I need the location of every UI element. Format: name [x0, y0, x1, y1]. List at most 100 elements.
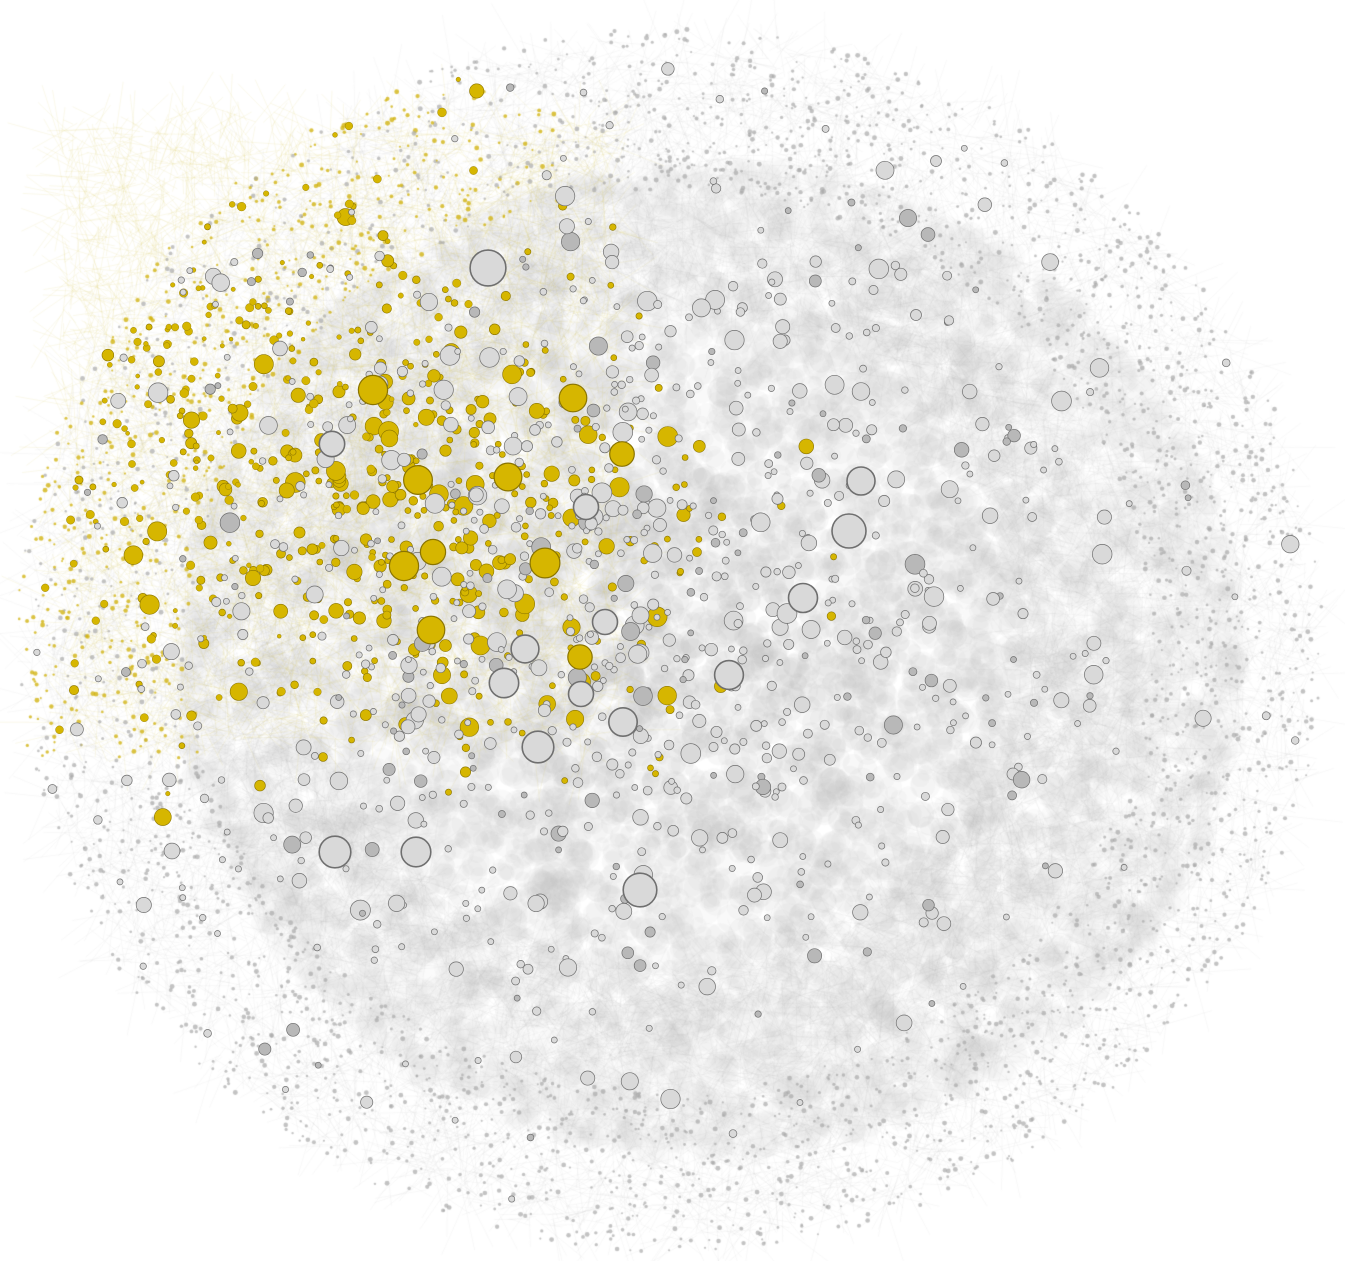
yellow-node	[344, 199, 354, 209]
grey-node	[738, 528, 748, 538]
yellow-node	[192, 442, 200, 450]
grey-hub-node	[591, 608, 619, 636]
grey-node	[711, 183, 722, 194]
grey-node	[467, 414, 475, 422]
yellow-node	[450, 299, 459, 307]
yellow-node	[454, 536, 462, 543]
yellow-node	[190, 492, 200, 502]
yellow-node	[368, 553, 376, 561]
grey-node	[479, 347, 500, 368]
yellow-node	[455, 477, 463, 485]
grey-node	[1022, 496, 1030, 504]
yellow-node	[158, 437, 166, 444]
yellow-node	[523, 471, 531, 478]
yellow-node	[249, 298, 257, 306]
grey-node	[637, 290, 658, 312]
grey-node	[297, 267, 307, 278]
grey-node	[584, 792, 600, 808]
grey-node	[739, 737, 748, 746]
yellow-node	[309, 274, 315, 280]
grey-node	[617, 575, 635, 592]
yellow-node	[309, 657, 317, 665]
grey-node	[731, 422, 746, 437]
yellow-node	[255, 592, 263, 600]
yellow-node	[250, 657, 260, 667]
grey-node	[941, 802, 955, 817]
grey-node	[752, 872, 763, 883]
grey-node	[544, 587, 554, 597]
yellow-node	[469, 166, 478, 175]
grey-node	[920, 227, 936, 242]
yellow-node	[101, 397, 108, 404]
grey-node	[819, 719, 830, 730]
grey-node	[878, 842, 886, 850]
yellow-node	[204, 223, 211, 231]
grey-node	[186, 267, 194, 274]
grey-node	[540, 339, 549, 348]
grey-node	[752, 582, 760, 590]
grey-node	[823, 753, 836, 766]
grey-node	[414, 774, 428, 788]
yellow-node	[635, 312, 643, 320]
grey-node	[1030, 441, 1038, 448]
grey-node	[374, 537, 381, 545]
grey-node	[170, 709, 182, 720]
grey-node	[923, 574, 935, 585]
grey-node	[801, 652, 809, 660]
grey-node	[234, 865, 242, 873]
grey-node	[605, 121, 614, 130]
grey-node	[603, 404, 611, 412]
yellow-node	[194, 459, 199, 465]
grey-node	[819, 410, 827, 418]
grey-node	[737, 655, 747, 665]
grey-node	[710, 772, 717, 779]
yellow-node	[128, 460, 136, 468]
grey-node	[734, 379, 742, 387]
yellow-node	[252, 322, 259, 329]
grey-node	[924, 673, 939, 688]
yellow-node	[504, 718, 512, 726]
grey-node	[868, 399, 876, 406]
yellow-node	[665, 705, 675, 714]
grey-node	[752, 428, 761, 437]
yellow-node	[74, 475, 84, 485]
grey-node	[555, 846, 562, 854]
grey-node	[645, 623, 653, 631]
yellow-hub-node	[493, 462, 523, 492]
grey-node	[454, 657, 461, 665]
grey-node	[910, 583, 920, 593]
grey-node	[677, 981, 685, 989]
grey-node	[1015, 577, 1023, 585]
grey-node	[751, 782, 760, 791]
grey-node	[374, 250, 385, 262]
grey-node	[223, 597, 230, 605]
grey-node	[184, 661, 193, 670]
grey-node	[918, 917, 929, 928]
grey-node	[588, 336, 608, 356]
grey-node	[398, 701, 406, 709]
yellow-node	[139, 594, 160, 615]
grey-node	[852, 429, 860, 437]
grey-node	[33, 648, 41, 656]
grey-node	[119, 353, 128, 362]
grey-node	[369, 708, 377, 715]
grey-node	[383, 776, 391, 784]
yellow-node	[176, 412, 184, 420]
grey-node	[778, 718, 786, 726]
yellow-node	[647, 764, 654, 772]
yellow-node	[380, 429, 399, 448]
grey-node	[333, 539, 350, 557]
yellow-node	[354, 326, 362, 334]
grey-node	[497, 646, 505, 653]
grey-node	[1051, 445, 1059, 452]
yellow-node	[246, 562, 252, 568]
grey-node	[969, 736, 982, 749]
grey-node	[513, 355, 525, 367]
yellow-node	[272, 476, 280, 484]
grey-node	[178, 884, 186, 892]
grey-node	[799, 776, 808, 785]
grey-node	[530, 659, 548, 677]
grey-node	[306, 251, 314, 259]
yellow-node	[610, 354, 618, 362]
grey-node	[584, 218, 592, 225]
